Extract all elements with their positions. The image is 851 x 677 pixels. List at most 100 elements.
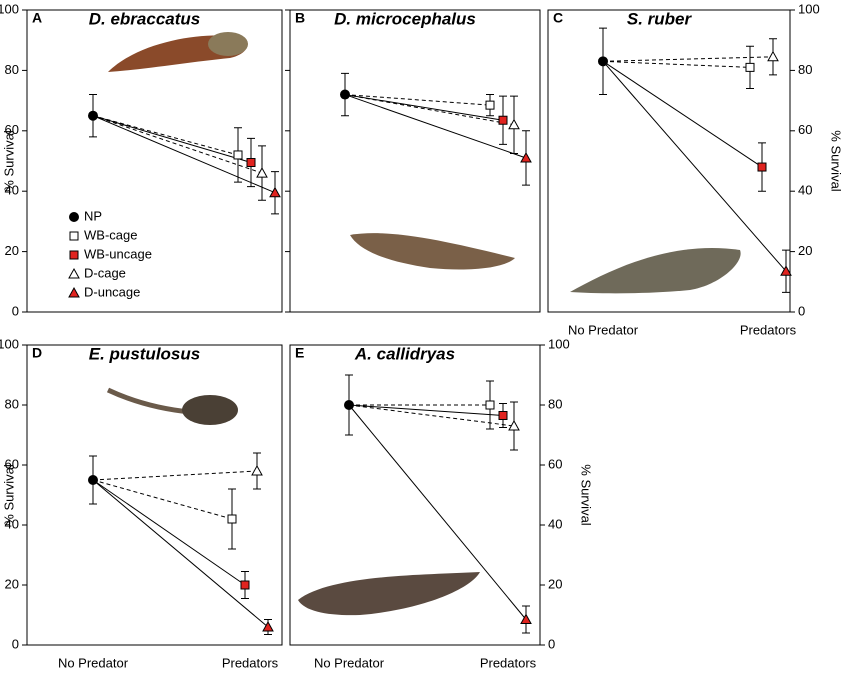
point (233, 150, 243, 160)
y-tick-label: 100 (0, 336, 19, 351)
y-tick-label: 60 (5, 122, 19, 137)
y-tick-label: 40 (5, 183, 19, 198)
point (780, 265, 792, 276)
point (508, 419, 520, 431)
y-tick-label: 20 (5, 576, 19, 591)
x-tick-label: Predators (480, 655, 537, 670)
connector (344, 94, 491, 106)
y-tick-label: 100 (798, 1, 820, 16)
point (88, 475, 98, 485)
y-axis-label: % Survival (1, 130, 16, 192)
panel-frame (289, 9, 541, 313)
point (256, 167, 268, 178)
panel-frame (289, 344, 541, 646)
connector (602, 60, 763, 168)
y-tick-label: 0 (798, 303, 805, 318)
y-tick-label: 60 (548, 456, 562, 471)
point (269, 186, 281, 198)
legend-label: D-uncage (84, 284, 140, 299)
connector (602, 56, 774, 62)
y-axis-label: % Survival (829, 130, 844, 192)
point (508, 118, 520, 130)
point (68, 286, 80, 298)
panel-letter: C (553, 10, 563, 26)
connector (92, 470, 258, 481)
tadpole-image (350, 233, 515, 270)
y-tick-label: 100 (548, 336, 570, 351)
point (520, 613, 532, 624)
point (757, 162, 767, 172)
y-tick-label: 0 (548, 636, 555, 651)
panel-title: S. ruber (627, 9, 693, 28)
panel: 0 20 40 60 80 100 % Survival A D. ebraccatus NP WB… (0, 1, 283, 318)
point (69, 212, 79, 222)
y-tick-label: 100 (0, 1, 19, 16)
panel-title: D. ebraccatus (89, 9, 201, 28)
legend-label: NP (84, 208, 102, 223)
connector (92, 115, 263, 174)
tadpole-images (106, 32, 741, 616)
point (520, 151, 532, 163)
connector (92, 479, 233, 520)
y-tick-label: 20 (5, 243, 19, 258)
point (485, 400, 495, 410)
y-tick-label: 80 (5, 396, 19, 411)
tadpole-image (106, 387, 191, 415)
point (88, 110, 98, 121)
tadpole-image (182, 395, 238, 425)
point (227, 514, 237, 524)
point (745, 62, 755, 72)
x-tick-label: Predators (222, 655, 279, 670)
connector (602, 61, 787, 272)
connector (348, 404, 504, 416)
y-tick-label: 0 (12, 636, 19, 651)
panel-letter: E (295, 345, 304, 361)
panel: 0 20 40 60 80 100 % Survival No Predator Predato… (289, 336, 594, 670)
y-tick-label: 80 (548, 396, 562, 411)
point (340, 89, 350, 100)
y-axis-label: % Survival (1, 464, 16, 526)
connector (344, 94, 515, 126)
legend-label: WB-uncage (84, 246, 152, 261)
tadpole-image (570, 248, 741, 294)
y-tick-label: 60 (5, 456, 19, 471)
y-axis-label: % Survival (579, 464, 594, 526)
panel-letter: A (32, 10, 42, 26)
x-tick-label: No Predator (58, 655, 129, 670)
point (498, 411, 508, 420)
panel: 0 20 40 60 80 100 % Survival No Predator Predato… (0, 336, 283, 670)
point (251, 464, 263, 476)
tadpole-image (298, 572, 480, 616)
point (598, 56, 608, 67)
x-tick-label: Predators (740, 322, 797, 337)
panel-frame (26, 344, 283, 646)
legend-label: D-cage (84, 265, 126, 280)
connector (92, 115, 239, 156)
connector (92, 479, 246, 586)
y-tick-label: 60 (798, 122, 812, 137)
y-tick-label: 20 (798, 243, 812, 258)
tadpole-image (208, 32, 248, 56)
connector (92, 115, 252, 163)
point (68, 267, 80, 279)
panel-title: D. microcephalus (334, 9, 476, 28)
point (246, 158, 256, 168)
y-tick-label: 80 (798, 62, 812, 77)
panel: B D. microcephalus (285, 9, 541, 313)
y-tick-label: 0 (12, 303, 19, 318)
panel-title: E. pustulosus (89, 344, 200, 363)
connector (348, 404, 527, 620)
x-tick-label: No Predator (568, 322, 639, 337)
point (69, 231, 79, 241)
panel-title: A. callidryas (354, 344, 455, 363)
connector (344, 94, 504, 121)
y-tick-label: 80 (5, 62, 19, 77)
point (69, 250, 79, 260)
y-tick-label: 40 (798, 183, 812, 198)
connector (602, 60, 751, 68)
point (344, 400, 354, 410)
point (498, 115, 508, 125)
y-tick-label: 20 (548, 576, 562, 591)
legend-label: WB-cage (84, 227, 137, 242)
